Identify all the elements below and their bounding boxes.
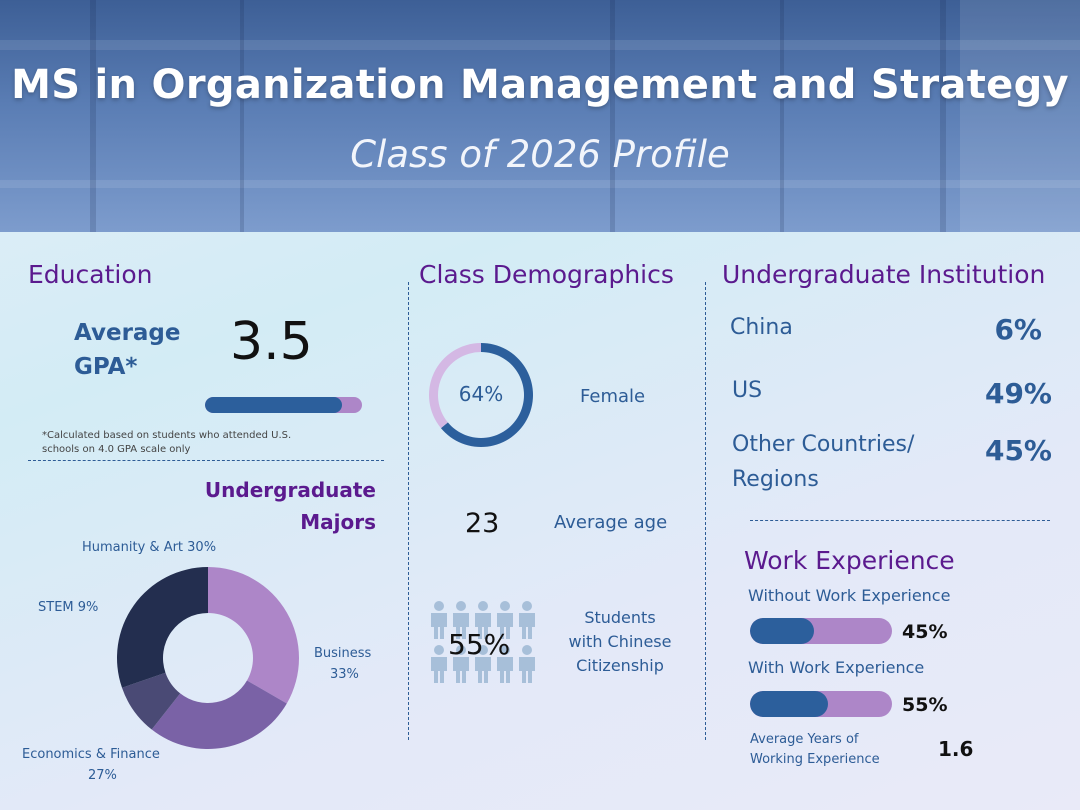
person-head: [500, 601, 510, 611]
female-ring-chart: [429, 343, 533, 447]
education-divider: [28, 460, 384, 461]
demographics-title: Class Demographics: [419, 260, 674, 289]
person-body: [431, 613, 447, 639]
person-head: [456, 601, 466, 611]
institution-label-other-line1: Other Countries/: [732, 432, 915, 457]
majors-slice-business: [208, 567, 299, 704]
education-title: Education: [28, 260, 153, 289]
citizenship-value: 55%: [448, 628, 511, 661]
without-work-bar-fill: [750, 618, 814, 644]
person-body: [453, 657, 469, 683]
average-age-value: 23: [465, 508, 500, 539]
gpa-footnote-line1: *Calculated based on students who attend…: [42, 430, 292, 441]
person-head: [478, 601, 488, 611]
majors-label-business: Business: [314, 646, 372, 661]
female-ring-slice-other: [429, 343, 481, 429]
without-work-label: Without Work Experience: [748, 586, 951, 605]
majors-donut-chart: [117, 567, 299, 749]
gpa-footnote-line2: schools on 4.0 GPA scale only: [42, 444, 191, 455]
majors-title-line1: Undergraduate: [204, 478, 376, 502]
page-subtitle: Class of 2026 Profile: [350, 133, 730, 176]
majors-label-business-pct: 33%: [330, 667, 359, 682]
person-head: [522, 645, 532, 655]
institution-value-other: 45%: [984, 434, 1052, 467]
majors-label-stem: STEM 9%: [38, 600, 99, 615]
gpa-bar-fill: [205, 397, 343, 413]
header-banner: MS in Organization Management and Strate…: [0, 0, 1080, 232]
citizenship-line1: Students: [584, 608, 656, 627]
majors-label-econ-pct: 27%: [88, 768, 117, 783]
majors-slice-economics-finance: [151, 680, 287, 749]
column-divider-right: [705, 282, 706, 740]
years-label-line2: Working Experience: [750, 752, 880, 767]
institution-divider: [750, 520, 1050, 521]
institution-title: Undergraduate Institution: [722, 260, 1046, 289]
with-work-label: With Work Experience: [748, 658, 925, 677]
person-body: [475, 657, 491, 683]
person-head: [434, 601, 444, 611]
institution-value-china: 6%: [994, 313, 1042, 346]
person-body: [497, 657, 513, 683]
person-head: [434, 645, 444, 655]
female-percent: 64%: [458, 382, 504, 406]
institution-label-us: US: [732, 378, 763, 403]
institution-value-us: 49%: [984, 377, 1052, 410]
majors-title-line2: Majors: [300, 510, 376, 534]
person-head: [522, 601, 532, 611]
person-head: [456, 645, 466, 655]
female-label: Female: [580, 386, 646, 407]
female-ring-slice-female: [440, 343, 533, 447]
majors-label-econ: Economics & Finance: [22, 747, 160, 762]
gpa-value: 3.5: [230, 312, 313, 372]
person-body: [497, 613, 513, 639]
with-work-bar: [750, 691, 892, 717]
gpa-label-line2: GPA*: [74, 354, 138, 380]
column-divider-left: [408, 282, 409, 740]
gpa-label-line1: Average: [74, 320, 181, 346]
page-title: MS in Organization Management and Strate…: [11, 62, 1069, 108]
average-age-label: Average age: [554, 512, 668, 533]
person-head: [500, 645, 510, 655]
institution-label-china: China: [730, 315, 793, 340]
gpa-bar: [205, 397, 362, 413]
with-work-bar-fill: [750, 691, 829, 717]
years-label-line1: Average Years of: [750, 732, 859, 747]
citizenship-line2: with Chinese: [568, 632, 672, 651]
work-title: Work Experience: [744, 546, 955, 575]
without-work-value: 45%: [902, 621, 948, 643]
majors-slice-stem: [122, 672, 181, 730]
years-value: 1.6: [938, 737, 974, 761]
citizenship-line3: Citizenship: [576, 656, 664, 675]
institution-label-other-line2: Regions: [732, 467, 819, 492]
person-body: [475, 613, 491, 639]
person-body: [453, 613, 469, 639]
person-body: [519, 657, 535, 683]
majors-label-humanity: Humanity & Art 30%: [82, 540, 217, 555]
person-body: [519, 613, 535, 639]
people-icon: [431, 601, 535, 683]
with-work-value: 55%: [902, 694, 948, 716]
without-work-bar: [750, 618, 892, 644]
person-head: [478, 645, 488, 655]
majors-slice-humanity-art: [117, 567, 208, 688]
person-body: [431, 657, 447, 683]
